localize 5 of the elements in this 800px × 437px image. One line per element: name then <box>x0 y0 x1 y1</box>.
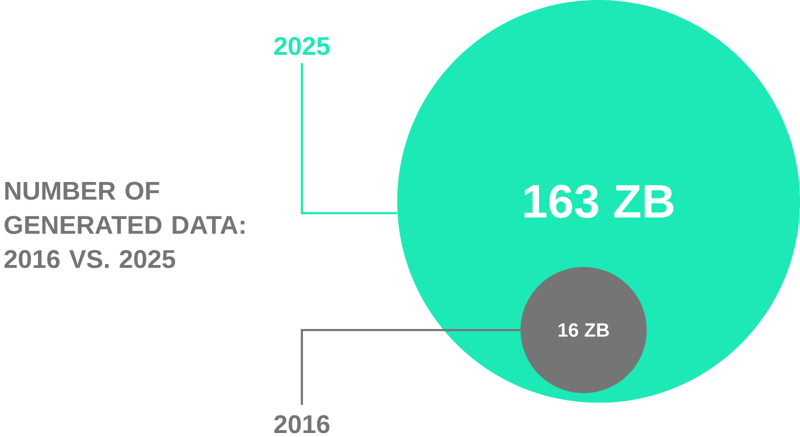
category-label: 2016 <box>274 415 330 434</box>
data-label: 163 ZB <box>524 184 674 218</box>
text: NUMBER OF GENERATED DATA: 2016 VS. 2025 <box>4 182 244 268</box>
category-label: 2025 <box>274 37 330 56</box>
data-label: 16 ZB <box>558 323 609 337</box>
